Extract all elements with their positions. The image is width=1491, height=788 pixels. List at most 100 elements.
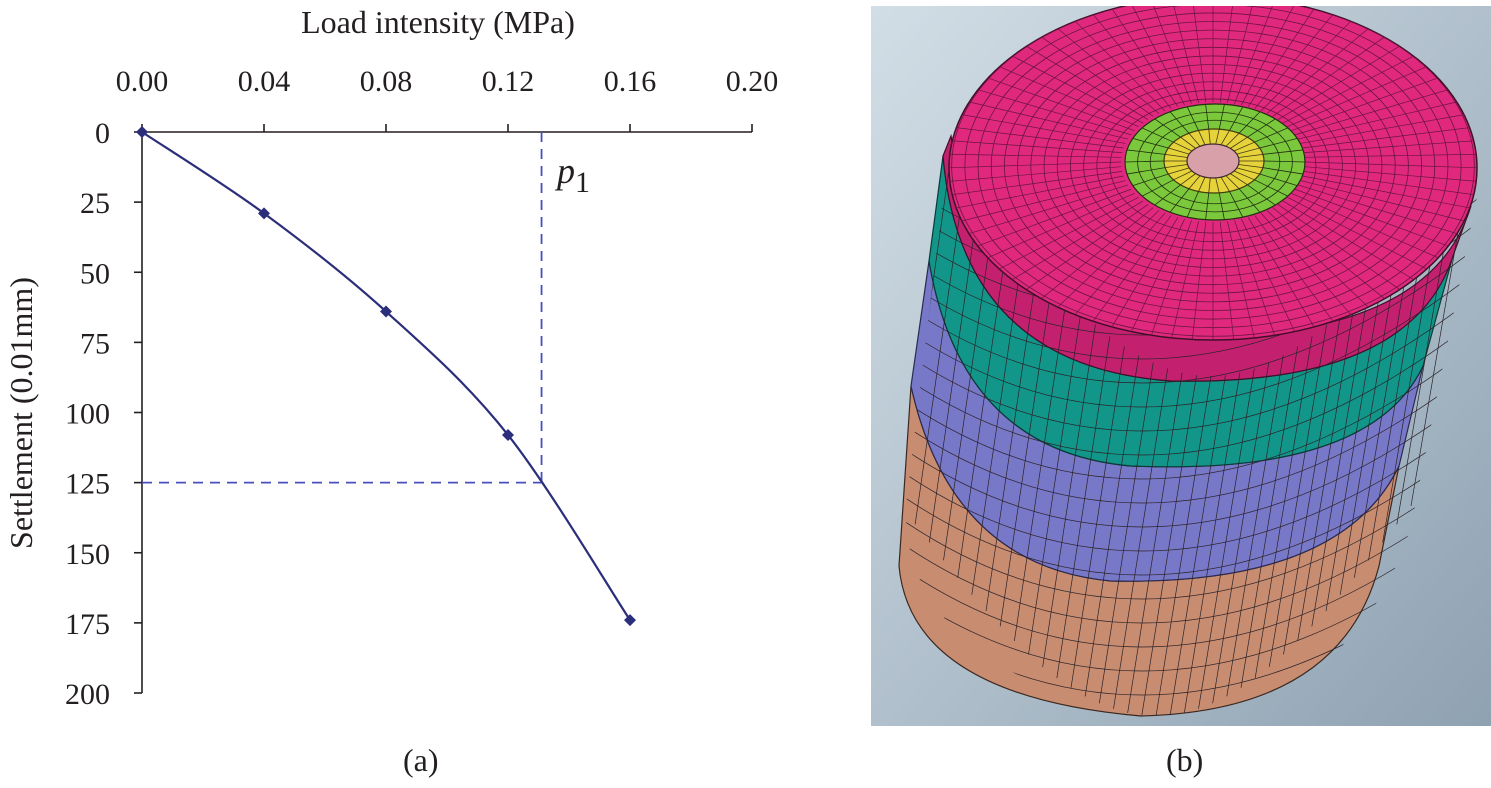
mesh-line <box>905 475 1478 624</box>
mesh-line <box>1236 147 1260 155</box>
mesh-line <box>1277 204 1405 293</box>
x-tick-label: 0.08 <box>360 65 413 98</box>
mesh-line <box>1238 111 1261 134</box>
mesh-line <box>949 153 1122 158</box>
mesh-line <box>1071 17 1166 112</box>
mesh-line <box>1240 346 1299 688</box>
mesh-line <box>1109 217 1179 331</box>
mesh-line <box>1353 231 1414 578</box>
mesh-line <box>1037 207 1154 303</box>
center-core <box>1186 143 1240 179</box>
mesh-line <box>1021 204 1149 293</box>
mesh-line <box>1141 375 1197 716</box>
mesh-line <box>1124 160 1165 163</box>
mesh-line <box>1302 126 1476 149</box>
mesh-line <box>1154 118 1181 138</box>
mesh-line <box>1220 176 1230 192</box>
y-tick-label: 0 <box>95 117 110 150</box>
mesh-line <box>957 231 1010 578</box>
mesh-line <box>1208 177 1211 193</box>
mesh-line <box>982 193 1135 261</box>
mesh-line <box>1238 188 1261 213</box>
mesh-line <box>1090 10 1172 109</box>
mesh-line <box>1205 104 1210 130</box>
y-tick-label: 150 <box>65 538 110 571</box>
mesh-line <box>1169 111 1190 134</box>
center-mesh-lines <box>1124 104 1306 220</box>
mesh-line <box>1132 138 1169 149</box>
mesh-line <box>1126 167 1166 175</box>
mesh-line <box>1220 130 1230 146</box>
mesh-line <box>1259 138 1298 149</box>
mesh-line <box>1241 6 1297 106</box>
x-axis-title: Load intensity (MPa) <box>301 4 575 40</box>
mesh-line <box>1300 113 1470 144</box>
mesh-line <box>1294 87 1454 136</box>
mesh-line <box>1165 164 1188 169</box>
mesh-line <box>1282 53 1419 124</box>
mesh-line <box>1254 336 1313 679</box>
x-tick-label: 0.16 <box>604 65 657 98</box>
y-axis-title: Settlement (0.01mm) <box>3 277 39 549</box>
mesh-line <box>1287 64 1432 128</box>
mesh-line <box>982 75 1135 131</box>
mesh-line <box>1304 161 1477 169</box>
x-tick-label: 0.12 <box>482 65 535 98</box>
mesh-line <box>905 427 1478 576</box>
mesh-line <box>1304 153 1477 158</box>
mesh-line <box>1229 106 1244 131</box>
mesh-line <box>1233 170 1255 181</box>
mesh-line <box>1229 191 1244 218</box>
mesh-line <box>1186 191 1199 218</box>
mesh-line <box>1013 297 1067 642</box>
y-tick-label: 200 <box>65 678 110 711</box>
mesh-line <box>1205 192 1210 220</box>
reference-lines <box>142 132 543 484</box>
data-point <box>502 428 514 441</box>
mesh-line <box>1218 192 1225 220</box>
mesh-line <box>1233 141 1255 152</box>
data-point <box>380 305 392 318</box>
mesh-line <box>1168 167 1190 175</box>
mesh-line <box>1219 6 1235 103</box>
mesh-line <box>943 212 995 561</box>
data-point <box>624 614 636 627</box>
mesh-line <box>905 403 1478 552</box>
mesh-line <box>1183 372 1241 713</box>
mesh-line <box>1169 375 1226 716</box>
mesh-line <box>1247 217 1317 331</box>
mesh-line <box>1234 6 1277 104</box>
mesh-line <box>1241 218 1297 336</box>
mesh-line <box>914 175 966 525</box>
mesh-line <box>985 265 1039 612</box>
mesh-line <box>1262 167 1304 175</box>
series-line <box>141 131 631 621</box>
x-tick-label: 0.04 <box>238 65 291 98</box>
mesh-line <box>949 171 1123 196</box>
mesh-line <box>963 100 1129 140</box>
mesh-line <box>1170 221 1199 340</box>
y-tick-label: 175 <box>65 608 110 641</box>
mesh-line <box>1109 6 1179 107</box>
mesh-line <box>1129 218 1185 336</box>
panel-b-label: (b) <box>1166 742 1204 778</box>
mesh-line <box>1169 188 1190 213</box>
load-settlement-chart: Load intensity (MPa) Settlement (0.01mm)… <box>3 4 778 711</box>
mesh-line <box>1262 149 1304 155</box>
mesh-line <box>905 355 1478 504</box>
mesh-line <box>1215 177 1220 193</box>
mesh-line <box>1230 136 1248 149</box>
y-tick-label: 100 <box>65 398 110 431</box>
mesh-line <box>1297 297 1356 642</box>
mesh-line <box>950 175 1124 210</box>
mesh-line <box>1113 368 1169 709</box>
mesh-line <box>1090 215 1172 326</box>
mesh-line <box>1247 184 1276 206</box>
mesh-line <box>1266 210 1372 311</box>
mesh-line <box>1056 336 1111 679</box>
mesh-line <box>949 140 1123 153</box>
mesh-line <box>905 379 1478 528</box>
mesh-line <box>1212 362 1270 704</box>
mesh-line <box>1037 33 1154 117</box>
